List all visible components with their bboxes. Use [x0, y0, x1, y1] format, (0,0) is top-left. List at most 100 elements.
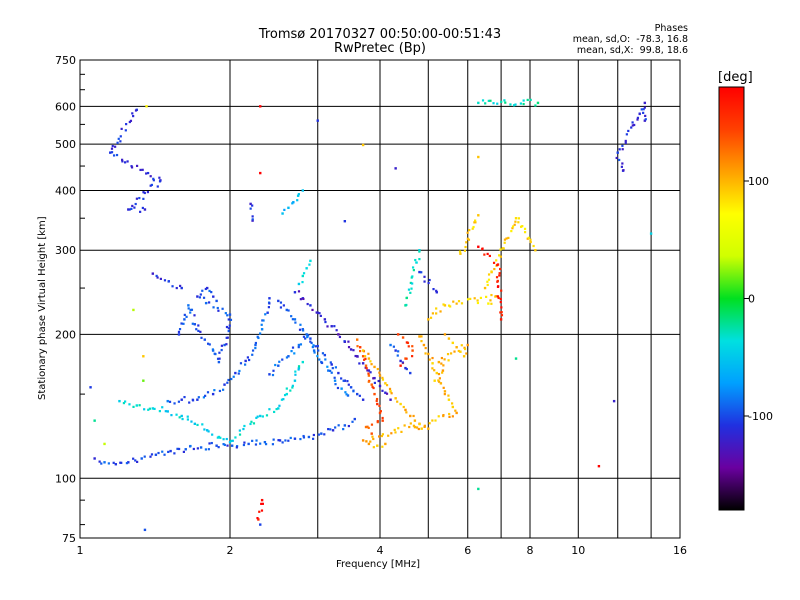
stats-line-x: mean, sd,X: 99.8, 18.6: [576, 45, 688, 56]
data-point: [361, 349, 365, 352]
data-point: [272, 438, 275, 441]
data-point: [428, 422, 431, 425]
data-point: [142, 355, 145, 358]
data-point: [207, 342, 210, 345]
data-point: [226, 336, 229, 339]
data-point: [176, 447, 179, 450]
data-point: [208, 343, 211, 346]
data-point: [156, 276, 159, 279]
data-point: [352, 389, 355, 392]
data-point: [297, 282, 301, 286]
data-point: [158, 410, 161, 413]
data-point: [367, 372, 370, 375]
x-tick-label: 2: [227, 544, 234, 557]
data-point: [466, 231, 469, 234]
data-point: [511, 225, 515, 228]
data-point: [347, 340, 350, 343]
data-point: [494, 295, 498, 298]
data-point: [334, 383, 337, 386]
data-point: [155, 274, 158, 278]
data-point: [299, 323, 302, 326]
data-point: [119, 140, 122, 143]
data-point: [206, 391, 210, 394]
x-tick-label: 4: [377, 544, 384, 557]
data-point: [196, 295, 199, 298]
data-point: [370, 383, 373, 386]
data-point: [178, 416, 181, 419]
data-point: [187, 307, 190, 310]
data-point: [496, 102, 499, 105]
data-point: [173, 402, 176, 405]
data-point: [371, 435, 374, 438]
data-point: [355, 392, 359, 396]
data-point: [211, 348, 215, 351]
data-point: [259, 105, 262, 108]
data-point: [259, 442, 262, 445]
data-point: [289, 389, 292, 392]
data-point: [204, 448, 207, 451]
data-point: [291, 318, 294, 321]
data-point: [132, 405, 135, 408]
data-point: [409, 281, 412, 285]
data-point: [394, 349, 397, 352]
data-point: [138, 404, 141, 407]
data-point: [297, 368, 300, 371]
data-point: [275, 407, 278, 411]
data-point: [255, 439, 258, 442]
data-point: [284, 439, 287, 442]
data-point: [327, 428, 330, 431]
data-point: [385, 392, 389, 395]
data-point: [293, 291, 297, 294]
data-point: [312, 433, 315, 437]
data-point: [490, 302, 493, 305]
data-point: [229, 318, 233, 321]
data-point: [337, 371, 340, 375]
data-point: [483, 286, 487, 290]
data-point: [293, 379, 297, 382]
data-point: [110, 151, 114, 154]
data-point: [213, 352, 216, 355]
data-point: [143, 208, 147, 211]
data-point: [183, 395, 186, 399]
data-point: [384, 382, 387, 385]
data-point: [439, 382, 443, 385]
data-point: [130, 207, 133, 210]
data-point: [431, 356, 434, 360]
data-point: [361, 398, 365, 401]
data-point: [418, 250, 421, 253]
data-point: [152, 179, 155, 182]
data-point: [420, 427, 423, 430]
data-point: [296, 199, 299, 202]
data-point: [517, 217, 520, 220]
data-point: [503, 99, 506, 102]
data-point: [175, 413, 178, 416]
data-point: [186, 415, 189, 418]
data-point: [285, 387, 288, 390]
data-point: [511, 227, 514, 230]
data-point: [481, 99, 485, 102]
data-point: [437, 379, 440, 382]
y-tick-label: 500: [55, 138, 76, 151]
data-point: [268, 408, 271, 411]
data-point: [150, 453, 154, 456]
data-point: [135, 404, 138, 407]
data-point: [486, 280, 489, 283]
data-point: [317, 433, 320, 436]
data-point: [457, 349, 460, 353]
data-point: [115, 153, 119, 157]
data-point: [337, 333, 340, 336]
x-tick-label: 10: [571, 544, 585, 557]
data-point: [415, 426, 419, 429]
data-point: [306, 335, 309, 339]
data-point: [264, 313, 267, 316]
data-point: [297, 346, 300, 349]
colorbar-tick-label: -100: [748, 410, 773, 423]
data-point: [211, 349, 215, 352]
data-point: [221, 307, 224, 310]
data-point: [271, 373, 275, 377]
data-point: [268, 373, 271, 376]
data-point: [143, 528, 147, 532]
data-point: [134, 459, 137, 462]
data-point: [141, 206, 144, 210]
data-point: [132, 308, 135, 312]
